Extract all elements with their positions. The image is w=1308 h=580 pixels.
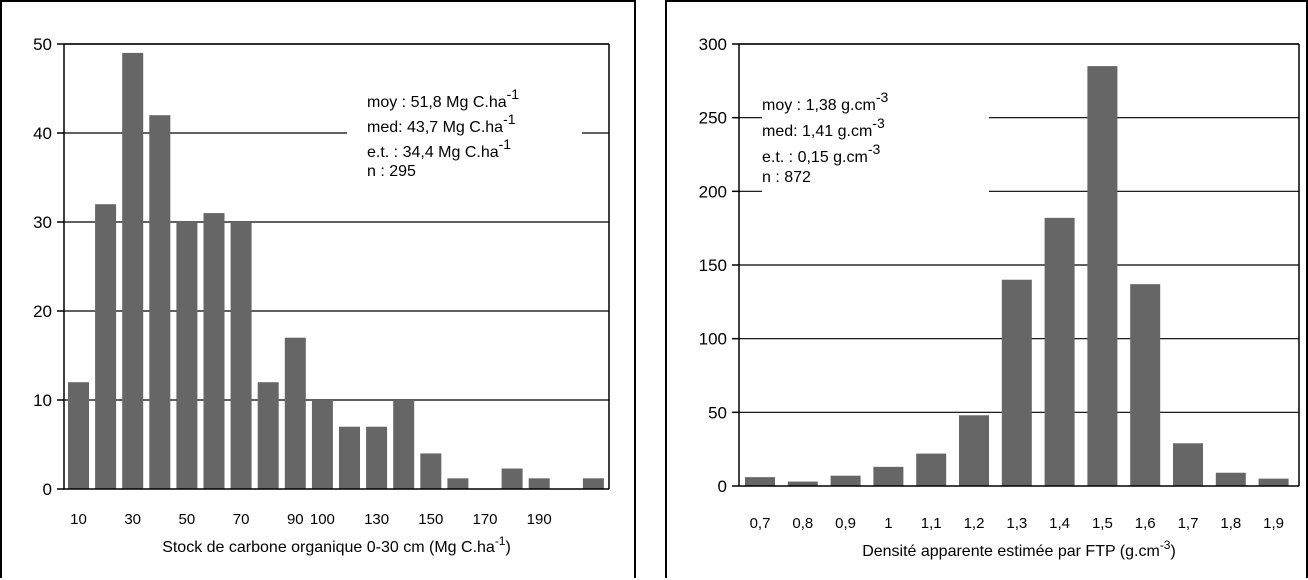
y-tick-label: 40	[33, 124, 52, 143]
x-tick-label: 50	[179, 511, 196, 528]
x-tick-label: 10	[70, 511, 87, 528]
stat-line: moy : 1,38 g.cm-3	[762, 89, 888, 114]
y-tick-label: 10	[33, 391, 52, 410]
stat-line: e.t. : 0,15 g.cm-3	[762, 141, 880, 166]
bar	[1173, 443, 1203, 486]
bar	[366, 426, 388, 489]
bar	[203, 213, 225, 489]
y-tick-label: 200	[699, 182, 727, 201]
bar	[830, 475, 861, 486]
bar	[311, 400, 333, 489]
x-axis-title: Densité apparente estimée par FTP (g.cm-…	[862, 538, 1176, 560]
bar	[1130, 284, 1161, 486]
bar	[230, 222, 252, 489]
stat-line: e.t. : 34,4 Mg C.ha-1	[367, 136, 511, 161]
bar	[1044, 217, 1075, 486]
x-tick-label: 1	[884, 515, 892, 532]
bar	[95, 204, 117, 489]
right-chart-panel: 0 50 100 150 200 250 300 0,7 0,8 0,9 1 1,1 1,2 1,3 1,4…	[665, 0, 1308, 578]
stat-line: med: 1,41 g.cm-3	[762, 115, 885, 140]
x-tick-label: 0,7	[750, 515, 771, 532]
bar	[745, 477, 775, 486]
x-tick-label: 90	[287, 511, 304, 528]
stat-line: med: 43,7 Mg C.ha-1	[367, 111, 516, 136]
bar	[582, 478, 604, 489]
y-tick-label: 30	[33, 213, 52, 232]
carbon-stock-histogram: 0 10 20 30 40 50 10 30 50 70 90 100 130 150 170 190 Stoc…	[33, 35, 610, 556]
bar	[1087, 66, 1118, 486]
bar	[257, 382, 279, 489]
left-chart-panel: 0 10 20 30 40 50 10 30 50 70 90 100 130 150 170 190 Stoc…	[0, 0, 636, 578]
x-tick-label: 1,5	[1092, 515, 1113, 532]
x-axis-title: Stock de carbone organique 0-30 cm (Mg C…	[162, 534, 511, 556]
x-tick-label: 70	[233, 511, 250, 528]
bar	[149, 115, 171, 489]
x-tick-label: 1,6	[1135, 515, 1156, 532]
bar	[176, 222, 198, 489]
bar	[959, 415, 989, 486]
bulk-density-histogram: 0 50 100 150 200 250 300 0,7 0,8 0,9 1 1,1 1,2 1,3 1,4…	[699, 35, 1300, 560]
x-tick-label: 30	[124, 511, 141, 528]
x-tick-label: 100	[310, 511, 335, 528]
y-tick-label: 0	[43, 480, 52, 499]
y-tick-label: 50	[708, 403, 727, 422]
stat-line: n : 295	[367, 163, 416, 180]
y-tick-label: 0	[718, 477, 727, 496]
x-tick-label: 1,7	[1178, 515, 1199, 532]
x-tick-label: 0,8	[792, 515, 813, 532]
bar	[68, 382, 89, 489]
x-tick-label: 1,3	[1006, 515, 1027, 532]
y-tick-label: 20	[33, 302, 52, 321]
bar	[122, 52, 144, 490]
x-tick-label: 1,8	[1220, 515, 1241, 532]
bar	[1215, 472, 1246, 486]
x-tick-label: 0,9	[835, 515, 856, 532]
x-tick-label: 1,4	[1049, 515, 1070, 532]
stat-line: moy : 51,8 Mg C.ha-1	[367, 86, 519, 111]
bar	[420, 453, 442, 489]
x-tick-label: 1,9	[1263, 515, 1284, 532]
bar	[1001, 279, 1032, 486]
bar	[284, 337, 306, 489]
y-tick-label: 250	[699, 109, 727, 128]
x-tick-label: 190	[527, 511, 552, 528]
bar	[528, 478, 550, 489]
y-tick-label: 100	[699, 330, 727, 349]
x-tick-label: 170	[472, 511, 497, 528]
bar	[501, 468, 523, 489]
x-tick-label: 1,2	[964, 515, 985, 532]
bar	[393, 400, 415, 489]
x-tick-label: 150	[418, 511, 443, 528]
y-tick-label: 300	[699, 35, 727, 54]
x-tick-label: 130	[364, 511, 389, 528]
bar	[916, 453, 947, 486]
bar	[1258, 478, 1289, 486]
y-tick-label: 50	[33, 35, 52, 54]
bar	[787, 481, 818, 486]
bar	[447, 478, 469, 489]
bar	[339, 426, 360, 489]
y-tick-label: 150	[699, 256, 727, 275]
bar	[873, 466, 904, 486]
x-tick-label: 1,1	[921, 515, 942, 532]
stat-line: n : 872	[762, 169, 811, 186]
